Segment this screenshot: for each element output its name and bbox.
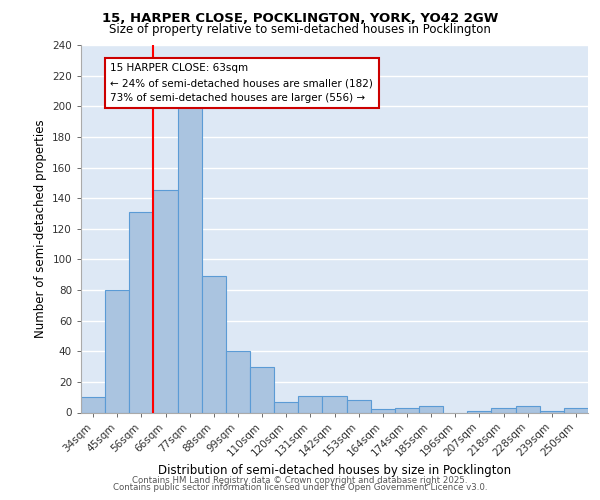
- Text: Contains HM Land Registry data © Crown copyright and database right 2025.: Contains HM Land Registry data © Crown c…: [132, 476, 468, 485]
- Bar: [564, 408, 588, 412]
- Y-axis label: Number of semi-detached properties: Number of semi-detached properties: [34, 120, 47, 338]
- Bar: [178, 106, 202, 412]
- Text: 15 HARPER CLOSE: 63sqm
← 24% of semi-detached houses are smaller (182)
73% of se: 15 HARPER CLOSE: 63sqm ← 24% of semi-det…: [110, 64, 373, 103]
- Bar: [419, 406, 443, 412]
- Bar: [467, 411, 491, 412]
- Bar: [154, 190, 178, 412]
- Bar: [540, 411, 564, 412]
- Bar: [298, 396, 322, 412]
- Bar: [515, 406, 540, 412]
- Bar: [129, 212, 154, 412]
- Text: 15, HARPER CLOSE, POCKLINGTON, YORK, YO42 2GW: 15, HARPER CLOSE, POCKLINGTON, YORK, YO4…: [102, 12, 498, 26]
- Text: Size of property relative to semi-detached houses in Pocklington: Size of property relative to semi-detach…: [109, 22, 491, 36]
- Bar: [347, 400, 371, 412]
- Text: Contains public sector information licensed under the Open Government Licence v3: Contains public sector information licen…: [113, 484, 487, 492]
- Bar: [274, 402, 298, 412]
- Bar: [226, 351, 250, 412]
- Bar: [81, 397, 105, 412]
- X-axis label: Distribution of semi-detached houses by size in Pocklington: Distribution of semi-detached houses by …: [158, 464, 511, 477]
- Bar: [250, 366, 274, 412]
- Bar: [322, 396, 347, 412]
- Bar: [371, 410, 395, 412]
- Bar: [491, 408, 515, 412]
- Bar: [202, 276, 226, 412]
- Bar: [395, 408, 419, 412]
- Bar: [105, 290, 129, 412]
